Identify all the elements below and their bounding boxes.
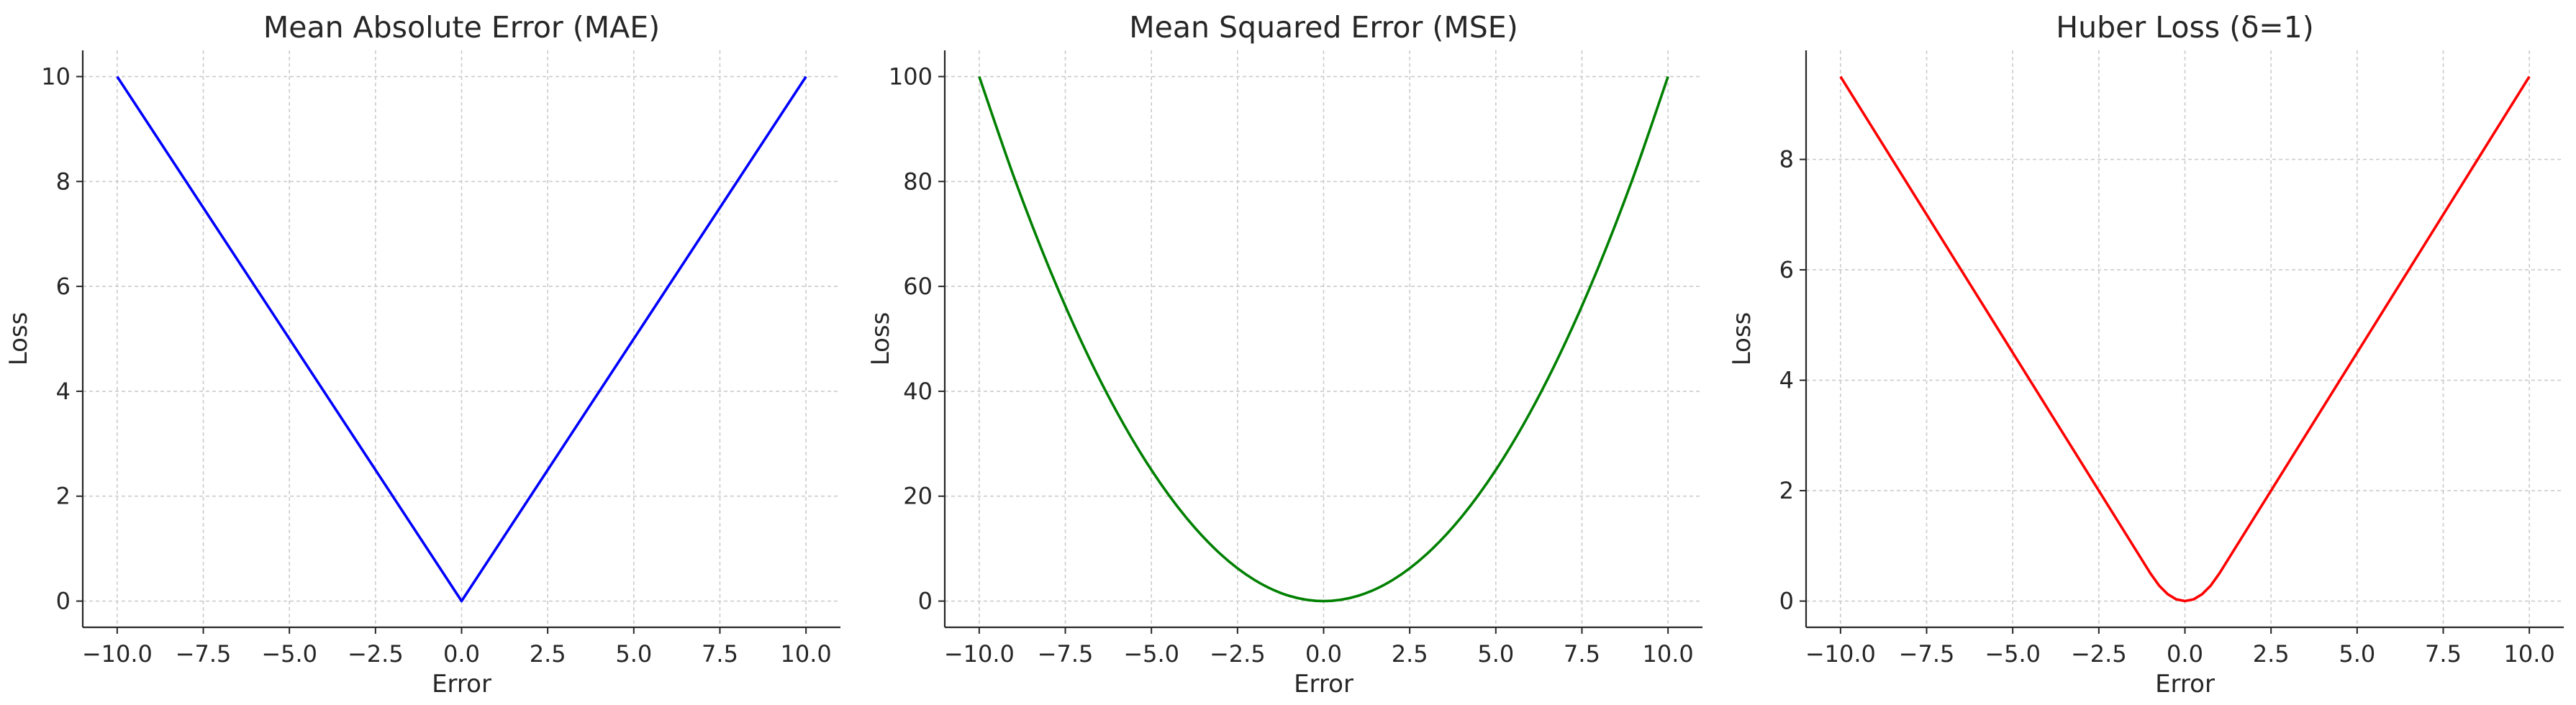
x-tick-label: −10.0 [82,640,153,668]
y-tick-label: 4 [56,378,71,405]
x-tick-label: 0.0 [443,640,480,668]
x-tick-label: 10.0 [1643,640,1694,668]
x-tick-label: −10.0 [944,640,1015,668]
y-axis-label: Loss [1728,312,1756,366]
x-tick-label: −10.0 [1805,640,1876,668]
x-tick-label: 10.0 [781,640,832,668]
x-tick-label: 2.5 [530,640,566,668]
x-tick-label: 7.5 [2425,640,2462,668]
x-tick-label: 5.0 [615,640,652,668]
series-line [1839,76,2531,603]
x-tick-label: −2.5 [2071,640,2127,668]
y-tick-label: 0 [1779,588,1794,615]
y-tick-label: 2 [56,483,71,510]
y-tick-label: 0 [918,588,933,615]
chart-panel-2: −10.0 −7.5 −5.0 −2.5 0.0 2.5 5.0 7.5 10.0 0 20 40 60… [866,10,1702,699]
y-tick-label: 8 [56,168,71,195]
x-tick-label: 10.0 [2504,640,2555,668]
y-tick-label: 6 [56,273,71,300]
y-axis-label: Loss [866,312,895,366]
x-axis-label: Error [432,670,491,699]
x-tick-label: 5.0 [2339,640,2375,668]
x-tick-label: 5.0 [1477,640,1514,668]
y-tick-label: 80 [903,168,933,195]
x-tick-label: −2.5 [1210,640,1266,668]
y-tick-label: 2 [1779,477,1794,504]
series-line [116,76,807,603]
y-tick-label: 20 [903,483,933,510]
x-tick-label: 2.5 [1392,640,1428,668]
x-tick-label: −5.0 [1985,640,2041,668]
x-tick-label: −5.0 [261,640,317,668]
x-axis-label: Error [2155,670,2215,699]
x-tick-label: 0.0 [1305,640,1342,668]
x-tick-label: −2.5 [348,640,404,668]
chart-title: Mean Absolute Error (MAE) [263,10,660,45]
x-tick-label: −7.5 [176,640,232,668]
x-tick-label: 2.5 [2253,640,2290,668]
y-tick-label: 60 [903,273,933,300]
x-tick-label: 7.5 [1564,640,1600,668]
series-line [978,76,1669,603]
y-tick-label: 0 [56,588,71,615]
x-tick-label: −7.5 [1038,640,1094,668]
chart-title: Huber Loss (δ=1) [2056,10,2313,45]
x-tick-label: −7.5 [1899,640,1955,668]
y-tick-label: 8 [1779,146,1794,173]
y-axis-label: Loss [4,312,33,366]
y-tick-label: 4 [1779,367,1794,394]
chart-title: Mean Squared Error (MSE) [1129,10,1518,45]
x-tick-label: 0.0 [2167,640,2203,668]
y-tick-label: 10 [41,63,71,90]
y-tick-label: 6 [1779,256,1794,283]
chart-panel-3: −10.0 −7.5 −5.0 −2.5 0.0 2.5 5.0 7.5 10.0 0 2 4 6 8 Hu… [1728,10,2564,699]
x-tick-label: −5.0 [1123,640,1179,668]
y-tick-label: 40 [903,378,933,405]
x-tick-label: 7.5 [702,640,738,668]
y-tick-label: 100 [889,63,933,90]
x-axis-label: Error [1294,670,1353,699]
chart-panel-1: −10.0 −7.5 −5.0 −2.5 0.0 2.5 5.0 7.5 10.0 0 2 4 6 8 10… [4,10,840,699]
